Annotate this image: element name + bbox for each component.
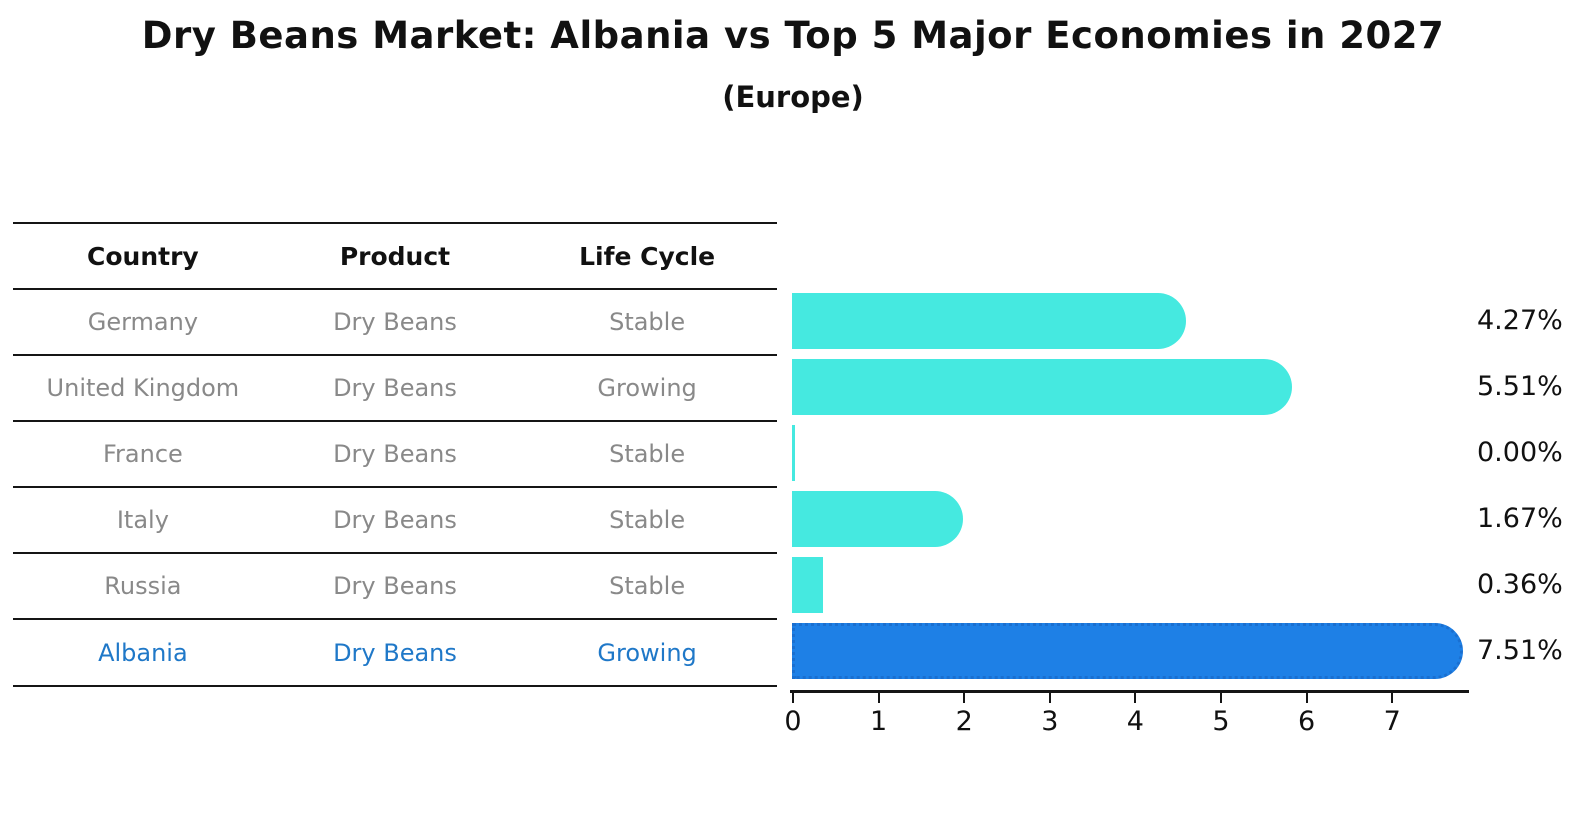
- axis-tick-mark: [1220, 693, 1222, 703]
- axis-tick-mark: [877, 693, 880, 703]
- axis-tick-label: 4: [1126, 706, 1144, 737]
- cell-product: Dry Beans: [333, 506, 457, 534]
- table-row: Albania Dry Beans Growing: [13, 618, 777, 687]
- cell-product: Dry Beans: [333, 308, 457, 336]
- table-header-row: Country Product Life Cycle: [13, 222, 777, 288]
- axis-tick-label: 0: [784, 706, 802, 737]
- table-row: Germany Dry Beans Stable: [13, 288, 777, 354]
- axis-tick-mark: [1305, 693, 1308, 703]
- cell-country: Russia: [104, 572, 182, 600]
- column-header-product: Product: [339, 241, 451, 271]
- axis-tick-label: 2: [955, 706, 973, 737]
- cell-life-cycle: Stable: [609, 308, 686, 336]
- bar: [792, 557, 823, 613]
- bar-value-label: 5.51%: [1477, 371, 1563, 402]
- bar: [792, 425, 795, 481]
- bar: [792, 293, 1186, 349]
- axis-tick-mark: [1391, 693, 1394, 703]
- chart-subtitle: (Europe): [722, 80, 864, 114]
- cell-product: Dry Beans: [333, 572, 457, 600]
- bar-value-label: 0.00%: [1477, 437, 1563, 468]
- cell-country: United Kingdom: [46, 374, 240, 402]
- cell-life-cycle: Stable: [609, 506, 686, 534]
- chart-title: Dry Beans Market: Albania vs Top 5 Major…: [141, 14, 1445, 57]
- bar-value-label: 1.67%: [1477, 503, 1563, 534]
- axis-tick-label: 3: [1041, 706, 1059, 737]
- info-table: Country Product Life Cycle Germany Dry B…: [13, 222, 777, 687]
- table-row: United Kingdom Dry Beans Growing: [13, 354, 777, 420]
- axis-tick-mark: [963, 693, 966, 703]
- bar-value-label: 0.36%: [1477, 569, 1563, 600]
- cell-country: France: [102, 440, 183, 468]
- x-axis-line: [790, 690, 1469, 693]
- axis-tick-label: 5: [1212, 706, 1230, 737]
- cell-country: Italy: [116, 506, 169, 534]
- bar: [792, 623, 1463, 679]
- table-row: Russia Dry Beans Stable: [13, 552, 777, 618]
- axis-tick-label: 1: [870, 706, 888, 737]
- cell-country: Albania: [98, 638, 188, 667]
- cell-life-cycle: Growing: [597, 374, 697, 402]
- bar: [792, 491, 963, 547]
- cell-product: Dry Beans: [333, 440, 457, 468]
- bar-value-label: 7.51%: [1477, 635, 1563, 666]
- column-header-life-cycle: Life Cycle: [579, 241, 716, 271]
- axis-tick-mark: [792, 693, 794, 703]
- cell-life-cycle: Growing: [597, 638, 697, 667]
- cell-life-cycle: Stable: [609, 572, 686, 600]
- axis-tick-mark: [1048, 693, 1051, 703]
- axis-tick-mark: [1134, 693, 1137, 703]
- cell-country: Germany: [87, 308, 199, 336]
- column-header-country: Country: [87, 241, 199, 271]
- bar: [792, 359, 1292, 415]
- table-row: France Dry Beans Stable: [13, 420, 777, 486]
- cell-product: Dry Beans: [333, 638, 457, 667]
- axis-tick-label: 7: [1383, 706, 1401, 737]
- cell-life-cycle: Stable: [609, 440, 686, 468]
- cell-product: Dry Beans: [333, 374, 457, 402]
- axis-tick-label: 6: [1298, 706, 1316, 737]
- bar-value-label: 4.27%: [1477, 305, 1563, 336]
- table-row: Italy Dry Beans Stable: [13, 486, 777, 552]
